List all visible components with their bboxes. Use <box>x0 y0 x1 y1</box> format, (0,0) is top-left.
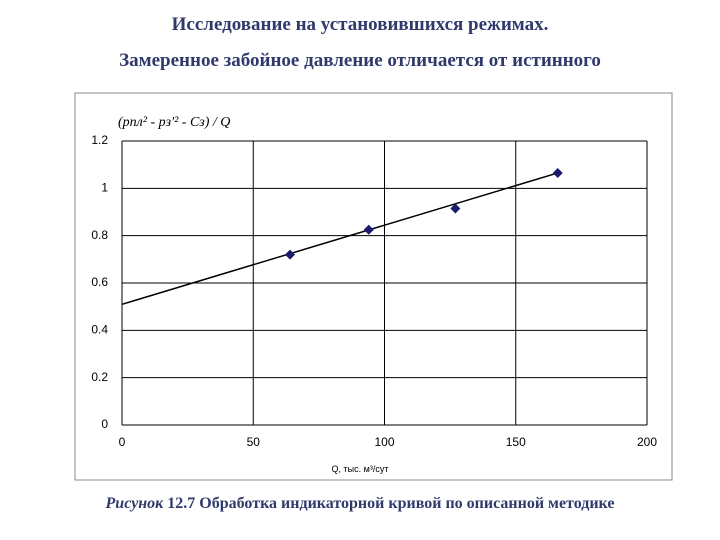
y-tick-label: 1.2 <box>91 133 108 147</box>
caption-text: 12.7 Обработка индикаторной кривой по оп… <box>167 495 614 512</box>
x-tick-label: 150 <box>506 435 526 449</box>
caption-label: Рисунок <box>105 495 165 512</box>
y-tick-label: 0.2 <box>91 370 108 384</box>
data-point <box>450 203 461 214</box>
x-tick-label: 50 <box>247 435 261 449</box>
trendline <box>121 172 558 306</box>
y-axis-label: (pпл² - pз'² - Cз) / Q <box>118 115 230 130</box>
x-tick-label: 200 <box>637 435 657 449</box>
data-point <box>552 167 563 178</box>
y-tick-label: 0.4 <box>91 323 108 337</box>
data-point <box>285 249 295 260</box>
y-tick-label: 0.8 <box>91 228 108 242</box>
caption: Рисунок 12.7 Обработка индикаторной крив… <box>105 495 615 512</box>
y-tick-label: 0.6 <box>91 275 108 289</box>
data-point <box>363 224 374 235</box>
x-tick-label: 100 <box>374 435 394 449</box>
x-tick-label: 0 <box>119 435 126 449</box>
title-line: Замеренное забойное давление отличается … <box>119 50 601 71</box>
x-axis-label: Q, тыс. м³/сут <box>332 464 389 474</box>
y-tick-label: 0 <box>101 417 108 431</box>
title-line: Исследование на установившихся режимах. <box>172 14 549 35</box>
y-tick-label: 1 <box>101 181 108 195</box>
chart-frame <box>74 92 673 481</box>
